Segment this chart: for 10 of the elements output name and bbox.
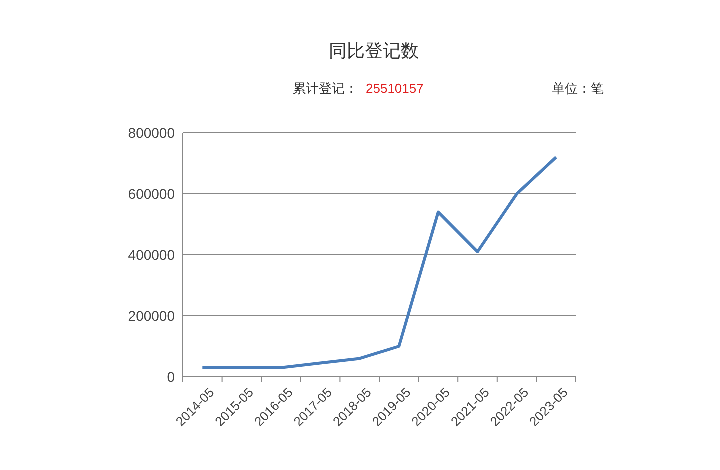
text: 累计登记： <box>293 81 358 96</box>
text: 25510157 <box>366 81 424 96</box>
y-tick-label: 400000 <box>128 247 176 263</box>
y-tick-label: 200000 <box>128 308 176 324</box>
y-tick-label: 0 <box>167 369 176 385</box>
line-series <box>201 156 558 370</box>
y-tick-label: 600000 <box>128 186 176 202</box>
chart-title: 同比登记数 <box>329 41 419 61</box>
text: 单位：笔 <box>552 81 604 96</box>
y-tick-label: 800000 <box>128 125 176 141</box>
